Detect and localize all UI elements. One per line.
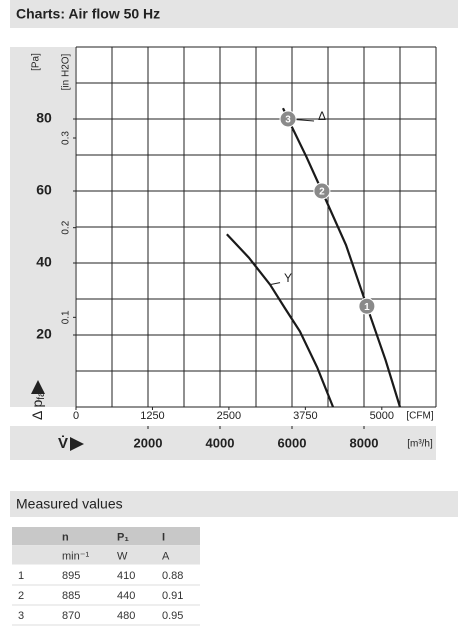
table-cell: A [162, 550, 170, 562]
table-cell: I [162, 531, 165, 543]
curve [226, 233, 335, 408]
curve-label: Y [284, 271, 292, 285]
y-tick-label: 60 [36, 182, 52, 198]
table-cell: 3 [18, 610, 24, 622]
x-tick-label: 2000 [134, 435, 163, 450]
table-cell: 0.91 [162, 590, 183, 602]
y-label-main: Δ p [29, 400, 45, 420]
table-cell: 885 [62, 590, 80, 602]
table-row [12, 546, 200, 565]
x-label: V̇ [58, 435, 68, 452]
table-cell: 440 [117, 590, 135, 602]
table-row [12, 565, 200, 585]
table-cell: 895 [62, 570, 80, 582]
table-cell: 0.88 [162, 570, 183, 582]
x-tick-label: 4000 [206, 435, 235, 450]
table-row [12, 585, 200, 605]
section-title: Measured values [16, 496, 123, 512]
y-label-sub: fa [36, 391, 47, 400]
table-row [12, 605, 200, 625]
operating-point-label: 2 [319, 187, 325, 198]
table-cell: W [117, 550, 128, 562]
operating-point-label: 3 [285, 115, 291, 126]
x-arrow [70, 437, 84, 451]
operating-point-label: 1 [364, 302, 370, 313]
table-cell: 0.95 [162, 610, 183, 622]
operating-point [279, 110, 297, 128]
table-row [12, 527, 200, 546]
y-arrow [31, 380, 45, 394]
x2-tick-label: 1250 [140, 410, 164, 422]
table-cell: P₁ [117, 531, 129, 543]
x-tick-label: 8000 [350, 435, 379, 450]
x2-tick-label: 5000 [370, 410, 394, 422]
operating-point [313, 182, 331, 200]
y2-unit: [in H2O] [61, 53, 72, 90]
y-label: Δ pfa [29, 391, 47, 420]
y2-tick-label: 0.2 [61, 220, 72, 234]
table-cell: 2 [18, 590, 24, 602]
table-cell: min⁻¹ [62, 550, 90, 562]
page-title: Charts: Air flow 50 Hz [16, 6, 160, 22]
left-panel [10, 47, 75, 407]
x-tick-label: 6000 [278, 435, 307, 450]
x2-tick-label: 3750 [293, 410, 317, 422]
table-cell: 480 [117, 610, 135, 622]
table-cell: 870 [62, 610, 80, 622]
y-unit: [Pa] [31, 53, 42, 71]
curve-label: Δ [318, 109, 326, 123]
x2-tick-label: 2500 [217, 410, 241, 422]
curve [282, 107, 402, 408]
y-tick-label: 40 [36, 254, 52, 270]
table-cell: 1 [18, 570, 24, 582]
header-band [10, 0, 458, 28]
x2-unit: [CFM] [406, 411, 433, 422]
y-tick-label: 20 [36, 326, 52, 342]
y2-tick-label: 0.3 [61, 131, 72, 145]
x2-tick-label: 0 [73, 410, 79, 422]
y2-tick-label: 0.1 [61, 310, 72, 324]
x-unit: [m³/h] [407, 439, 433, 450]
section-band [10, 491, 458, 517]
curve-label-leader [269, 282, 281, 286]
y-tick-label: 80 [36, 110, 52, 126]
table-cell: n [62, 531, 69, 543]
operating-point [358, 297, 376, 315]
table-cell: 410 [117, 570, 135, 582]
